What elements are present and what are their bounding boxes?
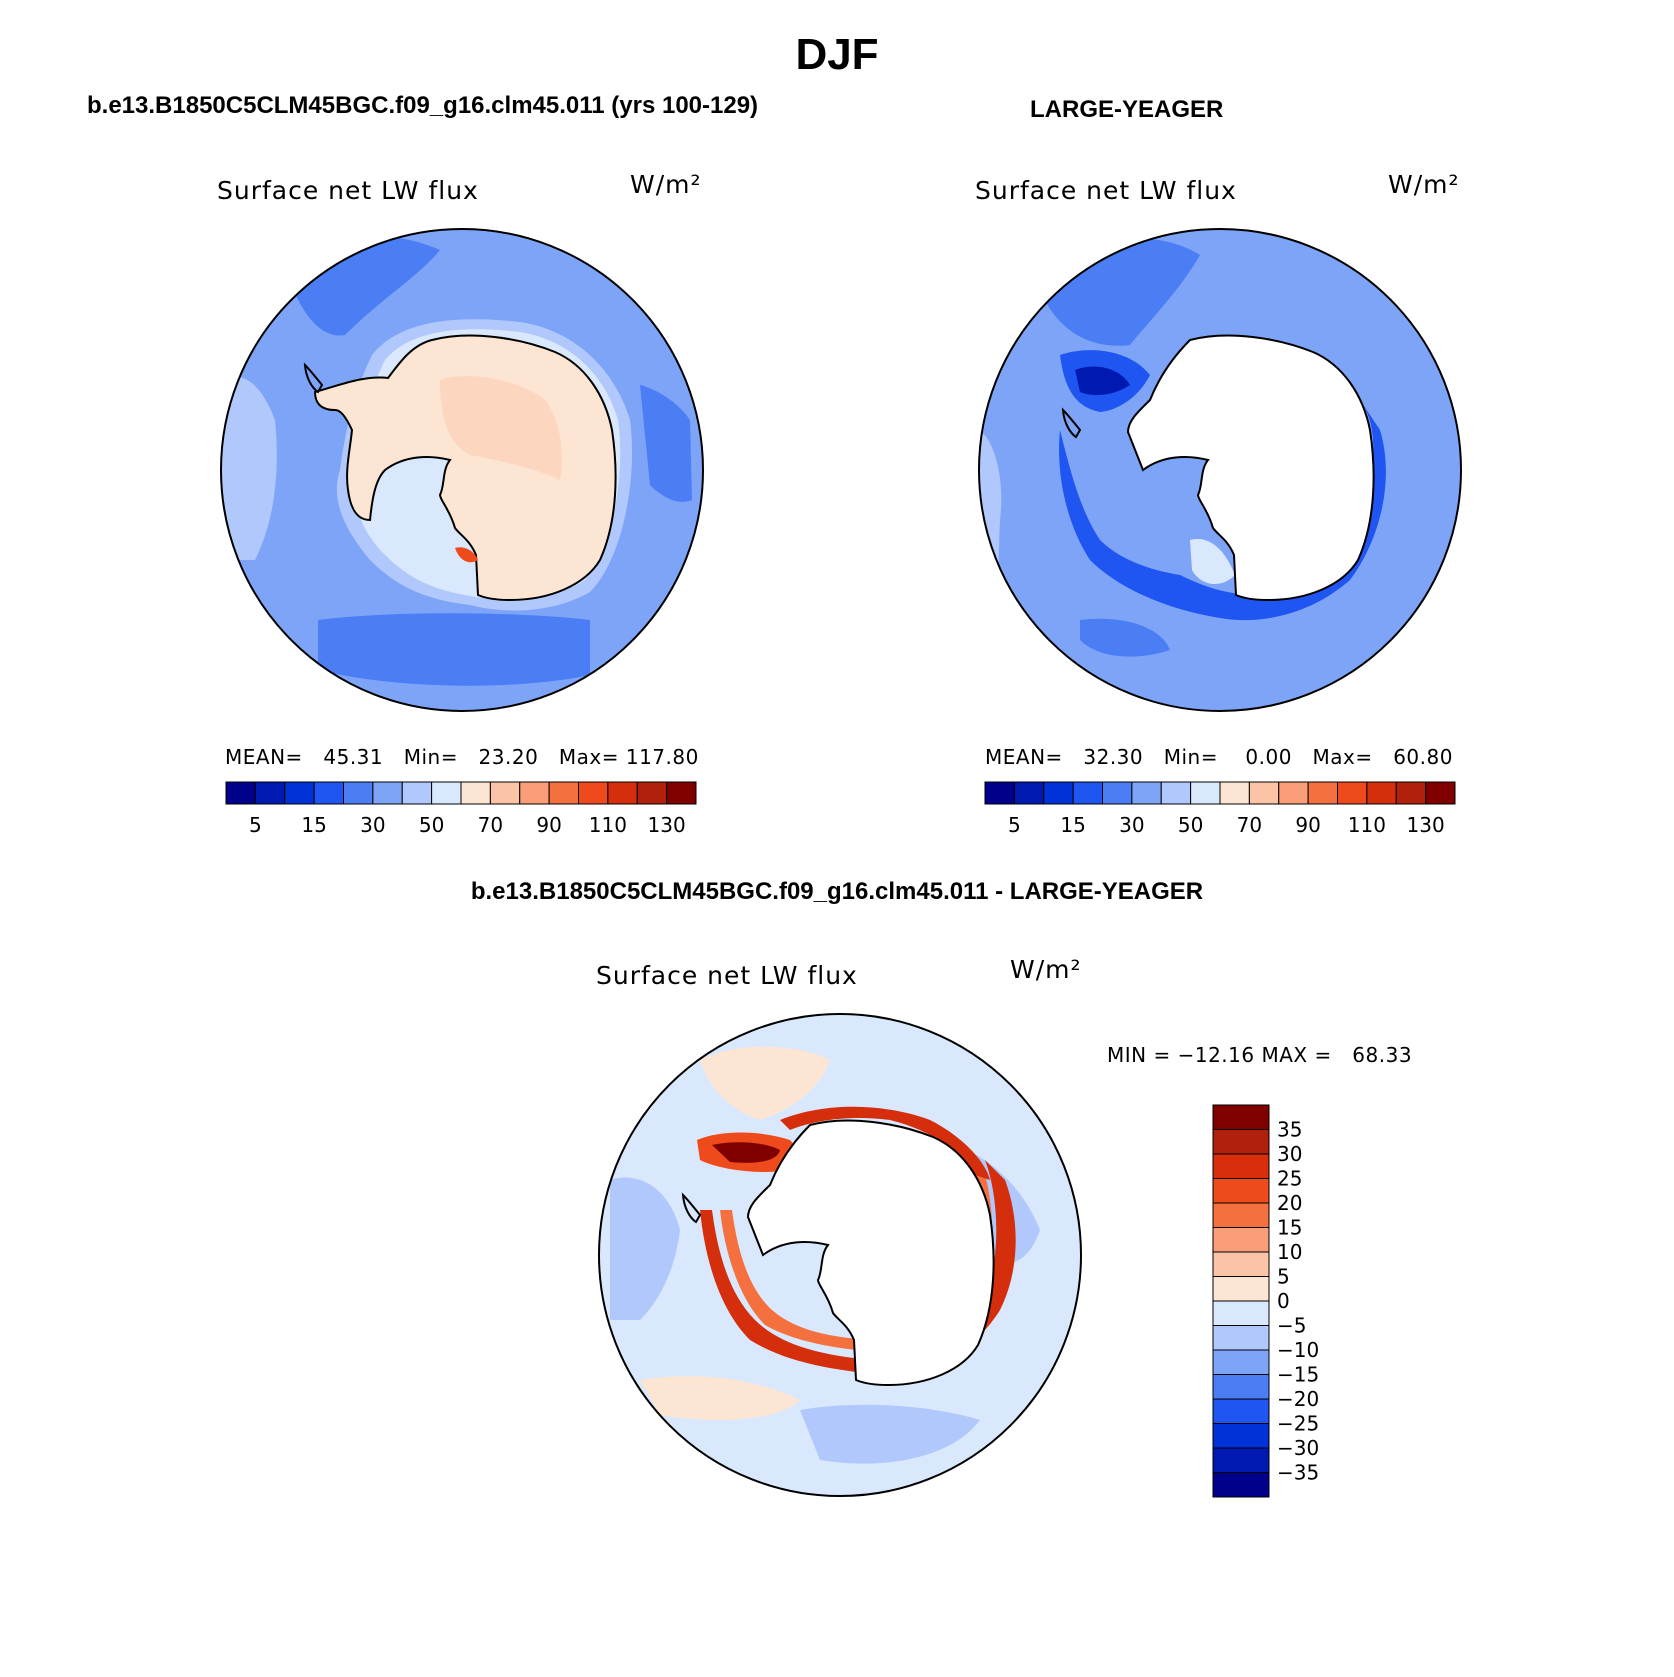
colorbar-tick-label: 30 [1119,813,1144,837]
colorbar-tick-label: 20 [1277,1191,1302,1215]
panel-model-stats: MEAN= 45.31 Min= 23.20 Max= 117.80 [225,745,699,769]
colorbar-tick-label: 50 [419,813,444,837]
colorbar-swatch [607,781,638,805]
main-title: DJF [795,30,879,79]
colorbar-swatch [1278,781,1309,805]
colorbar-swatch [225,781,256,805]
colorbar-swatch [313,781,344,805]
colorbar-tick-label: 5 [1008,813,1021,837]
colorbar-swatch [1212,1325,1270,1351]
colorbar-swatch [1212,1227,1270,1253]
colorbar-tick-label: −35 [1277,1461,1319,1485]
colorbar-swatch [1212,1276,1270,1302]
colorbar-swatch [1366,781,1397,805]
colorbar-swatch [1212,1153,1270,1179]
colorbar-tick-label: 0 [1277,1289,1290,1313]
colorbar-swatch [1072,781,1103,805]
colorbar-swatch [1212,1374,1270,1400]
colorbar-swatch [343,781,374,805]
panel-obs-header: LARGE-YEAGER [1030,96,1224,123]
colorbar-swatch [1212,1472,1270,1498]
colorbar-tick-label: 5 [249,813,262,837]
colorbar-obs: 5 15 30 50 70 90 110 130 [984,781,1456,837]
colorbar-swatch [1102,781,1133,805]
colorbar-swatch [1307,781,1338,805]
colorbar-swatch [1212,1447,1270,1473]
colorbar-swatch [1212,1423,1270,1449]
colorbar-tick-label: 25 [1277,1167,1302,1191]
map-model [220,228,704,712]
colorbar-tick-label: 130 [648,813,686,837]
colorbar-tick-label: 5 [1277,1265,1290,1289]
colorbar-tick-label: 30 [1277,1142,1302,1166]
colorbar-tick-label: 90 [536,813,561,837]
colorbar-swatch [1212,1178,1270,1204]
colorbar-swatch [1212,1202,1270,1228]
colorbar-swatch [1212,1398,1270,1424]
panel-obs-variable: Surface net LW flux [975,176,1237,205]
colorbar-tick-label: 90 [1295,813,1320,837]
colorbar-swatch [489,781,521,805]
colorbar-swatch [1190,781,1221,805]
panel-model-variable: Surface net LW flux [217,176,479,205]
colorbar-swatch [519,781,550,805]
colorbar-tick-label: −5 [1277,1314,1306,1338]
colorbar-tick-label: −15 [1277,1363,1319,1387]
colorbar-tick-label: 70 [478,813,503,837]
colorbar-swatch [1248,781,1280,805]
colorbar-swatch [372,781,403,805]
colorbar-tick-label: 35 [1277,1118,1302,1142]
colorbar-swatch [254,781,286,805]
colorbar-tick-label: 15 [1277,1216,1302,1240]
colorbar-swatch [1212,1300,1270,1326]
colorbar-swatch [1013,781,1045,805]
colorbar-swatch [1395,781,1427,805]
panel-obs-stats: MEAN= 32.30 Min= 0.00 Max= 60.80 [985,745,1453,769]
colorbar-tick-label: 130 [1407,813,1445,837]
colorbar-swatch [1043,781,1074,805]
colorbar-swatch [1212,1251,1270,1277]
panel-model-units: W/m² [630,170,702,199]
colorbar-swatch [548,781,579,805]
colorbar-tick-label: 110 [1348,813,1386,837]
colorbar-swatch [401,781,433,805]
colorbar-swatch [431,781,462,805]
map-diff [598,1013,1082,1497]
colorbar-swatch [460,781,491,805]
colorbar-swatch [636,781,668,805]
colorbar-swatch [1212,1104,1270,1130]
colorbar-swatch [1160,781,1192,805]
colorbar-tick-label: 30 [360,813,385,837]
colorbar-swatch [578,781,609,805]
panel-diff-stats: MIN = −12.16 MAX = 68.33 [1107,1043,1413,1067]
colorbar-tick-label: 110 [589,813,627,837]
panel-obs-units: W/m² [1388,170,1460,199]
colorbar-swatch [666,781,697,805]
colorbar-swatch [1131,781,1162,805]
colorbar-swatch [1212,1349,1270,1375]
colorbar-tick-label: 50 [1178,813,1203,837]
colorbar-swatch [1425,781,1456,805]
colorbar-tick-label: −25 [1277,1412,1319,1436]
panel-diff-header: b.e13.B1850C5CLM45BGC.f09_g16.clm45.011 … [470,878,1204,905]
panel-model-header: b.e13.B1850C5CLM45BGC.f09_g16.clm45.011 … [87,92,759,119]
colorbar-tick-label: 15 [301,813,326,837]
map-obs [978,228,1462,712]
colorbar-tick-label: 70 [1237,813,1262,837]
colorbar-swatch [284,781,315,805]
panel-diff-units: W/m² [1010,955,1082,984]
colorbar-swatch [984,781,1015,805]
colorbar-tick-label: 10 [1277,1240,1302,1264]
colorbar-model: 5 15 30 50 70 90 110 130 [225,781,697,837]
colorbar-tick-label: 15 [1060,813,1085,837]
colorbar-swatch [1219,781,1250,805]
colorbar-swatch [1212,1129,1270,1155]
panel-diff-variable: Surface net LW flux [596,961,858,990]
colorbar-tick-label: −30 [1277,1436,1319,1460]
colorbar-tick-label: −20 [1277,1387,1319,1411]
colorbar-swatch [1337,781,1368,805]
colorbar-tick-label: −10 [1277,1338,1319,1362]
